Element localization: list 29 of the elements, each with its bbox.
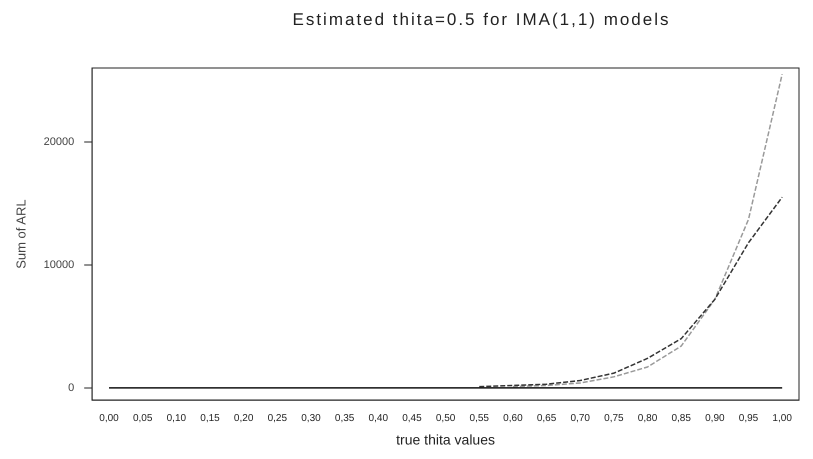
- x-tick-label: 0,55: [470, 412, 490, 424]
- x-tick-label: 0,50: [436, 412, 456, 424]
- x-axis-title: true thita values: [396, 431, 496, 448]
- x-tick-label: 0,25: [268, 412, 288, 424]
- x-tick-label: 0,20: [234, 412, 254, 424]
- line-series: [512, 73, 783, 388]
- x-tick-label: 0,40: [368, 412, 388, 424]
- x-tick-label: 0,85: [671, 412, 692, 424]
- y-tick-label: 20000: [44, 136, 74, 148]
- x-tick-label: 0,05: [132, 412, 153, 424]
- x-tick-label: 0,95: [738, 412, 759, 424]
- x-tick-label: 0,15: [200, 412, 220, 424]
- x-tick-label: 0,10: [166, 412, 186, 424]
- chart-title: Estimated thita=0.5 for IMA(1,1) models: [292, 10, 672, 30]
- x-tick-label: 0,00: [99, 412, 120, 424]
- x-tick-label: 0,80: [638, 412, 658, 424]
- y-tick-label: 0: [68, 382, 74, 394]
- x-tick-label: 0,65: [536, 412, 557, 424]
- x-tick-label: 0,45: [402, 412, 422, 424]
- x-tick-label: 0,30: [301, 412, 322, 424]
- x-tick-label: 0,60: [503, 412, 524, 424]
- line-series: [478, 196, 783, 388]
- x-tick-label: 0,90: [705, 412, 726, 424]
- y-axis-title: Sum of ARL: [13, 199, 28, 269]
- x-tick-label: 0,35: [334, 412, 355, 424]
- x-tick-label: 0,70: [570, 412, 590, 424]
- x-tick-label: 1,00: [772, 412, 792, 424]
- y-tick-label: 10000: [44, 258, 74, 271]
- x-tick-label: 0,75: [604, 412, 624, 424]
